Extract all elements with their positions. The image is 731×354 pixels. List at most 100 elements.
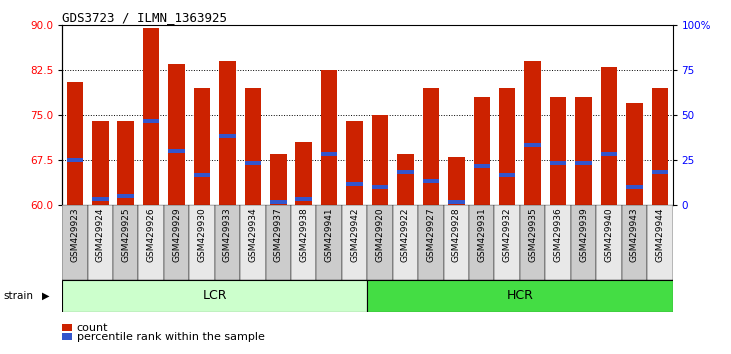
Bar	[342, 205, 367, 280]
Bar	[265, 205, 291, 280]
Bar	[168, 64, 185, 205]
Text: GSM429927: GSM429927	[426, 207, 436, 262]
Bar	[143, 28, 159, 205]
Bar	[321, 152, 338, 156]
Text: GSM429944: GSM429944	[655, 207, 664, 262]
Bar	[367, 280, 673, 312]
Text: GSM429924: GSM429924	[96, 207, 105, 262]
Bar	[474, 97, 490, 205]
Bar	[601, 67, 617, 205]
Bar	[321, 70, 338, 205]
Bar	[448, 157, 465, 205]
Text: GSM429937: GSM429937	[274, 207, 283, 262]
Bar	[524, 143, 541, 147]
Bar	[67, 82, 83, 205]
Bar	[346, 121, 363, 205]
Bar	[601, 152, 617, 156]
Text: GSM429925: GSM429925	[121, 207, 130, 262]
Text: GSM429940: GSM429940	[605, 207, 613, 262]
Bar	[346, 182, 363, 186]
Text: GSM429931: GSM429931	[477, 207, 486, 262]
Bar	[372, 185, 388, 189]
Bar	[626, 185, 643, 189]
Bar	[138, 205, 164, 280]
Bar	[168, 149, 185, 153]
Text: GSM429929: GSM429929	[172, 207, 181, 262]
Text: GSM429936: GSM429936	[553, 207, 563, 262]
Bar	[550, 97, 567, 205]
Bar	[393, 205, 418, 280]
Text: GSM429935: GSM429935	[528, 207, 537, 262]
Text: LCR: LCR	[202, 289, 227, 302]
Text: GSM429922: GSM429922	[401, 207, 410, 262]
Text: GSM429934: GSM429934	[249, 207, 257, 262]
Bar	[270, 200, 287, 204]
Bar	[474, 164, 490, 168]
Bar	[62, 205, 88, 280]
Text: GSM429932: GSM429932	[503, 207, 512, 262]
Text: GSM429942: GSM429942	[350, 207, 359, 262]
Text: GSM429930: GSM429930	[197, 207, 207, 262]
Bar	[469, 205, 494, 280]
Text: GSM429923: GSM429923	[70, 207, 80, 262]
Bar	[113, 205, 138, 280]
Text: GSM429938: GSM429938	[299, 207, 308, 262]
Bar	[67, 158, 83, 162]
Text: GSM429943: GSM429943	[630, 207, 639, 262]
Bar	[219, 61, 235, 205]
Bar	[62, 280, 367, 312]
Bar	[245, 161, 261, 165]
Bar	[219, 134, 235, 138]
Bar	[143, 119, 159, 123]
Text: count: count	[77, 323, 108, 333]
Bar	[575, 161, 592, 165]
Bar	[317, 205, 342, 280]
Bar	[647, 205, 673, 280]
Bar	[194, 88, 211, 205]
Text: percentile rank within the sample: percentile rank within the sample	[77, 332, 265, 342]
Bar	[397, 154, 414, 205]
Bar	[88, 205, 113, 280]
Bar	[494, 205, 520, 280]
Text: strain: strain	[4, 291, 34, 301]
Bar	[520, 205, 545, 280]
Bar	[92, 121, 108, 205]
Text: ▶: ▶	[42, 291, 50, 301]
Bar	[524, 61, 541, 205]
Bar	[118, 121, 134, 205]
Bar	[626, 103, 643, 205]
Bar	[240, 205, 265, 280]
Bar	[418, 205, 444, 280]
Bar	[550, 161, 567, 165]
Bar	[571, 205, 596, 280]
Bar	[367, 205, 393, 280]
Text: GSM429939: GSM429939	[579, 207, 588, 262]
Bar	[164, 205, 189, 280]
Text: GDS3723 / ILMN_1363925: GDS3723 / ILMN_1363925	[62, 11, 227, 24]
Bar	[575, 97, 592, 205]
Text: GSM429920: GSM429920	[376, 207, 385, 262]
Bar	[499, 88, 515, 205]
Bar	[448, 200, 465, 204]
Bar	[189, 205, 215, 280]
Bar	[397, 170, 414, 174]
Bar	[444, 205, 469, 280]
Bar	[651, 170, 668, 174]
Bar	[215, 205, 240, 280]
Bar	[92, 197, 108, 201]
Bar	[291, 205, 317, 280]
Bar	[245, 88, 261, 205]
Bar	[499, 173, 515, 177]
Bar	[118, 194, 134, 198]
Bar	[621, 205, 647, 280]
Bar	[596, 205, 621, 280]
Text: GSM429941: GSM429941	[325, 207, 333, 262]
Bar	[194, 173, 211, 177]
Bar	[295, 142, 312, 205]
Bar	[372, 115, 388, 205]
Bar	[295, 197, 312, 201]
Bar	[423, 88, 439, 205]
Text: GSM429928: GSM429928	[452, 207, 461, 262]
Bar	[651, 88, 668, 205]
Text: HCR: HCR	[507, 289, 534, 302]
